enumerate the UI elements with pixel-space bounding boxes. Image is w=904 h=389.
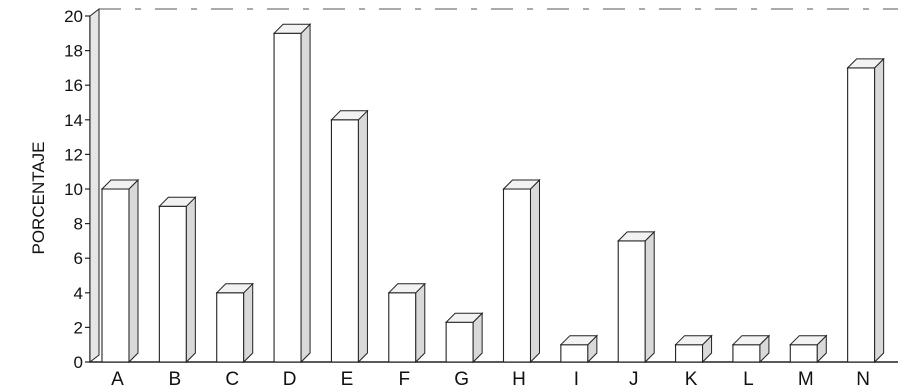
bar-G bbox=[446, 313, 482, 362]
bar-front bbox=[102, 189, 129, 362]
bar-side bbox=[301, 24, 310, 362]
bar-front bbox=[618, 241, 645, 362]
y-tick-label: 14 bbox=[64, 111, 83, 130]
bar-J bbox=[618, 232, 654, 362]
bar-L bbox=[733, 336, 769, 362]
bar-I bbox=[561, 336, 597, 362]
bar-C bbox=[217, 284, 253, 362]
x-tick-labels: A B C D E F G H I J K L M N bbox=[111, 369, 870, 389]
bar-front bbox=[159, 206, 186, 362]
y-tick-label: 12 bbox=[64, 145, 83, 164]
y-tick-label: 4 bbox=[74, 284, 83, 303]
y-tick-label: 20 bbox=[64, 7, 83, 26]
x-tick-label: L bbox=[743, 369, 754, 389]
bar-front bbox=[561, 345, 588, 362]
y-axis-label: PORCENTAJE bbox=[29, 141, 48, 254]
axes bbox=[90, 9, 898, 362]
x-tick-label: H bbox=[512, 369, 526, 389]
x-tick-label: G bbox=[454, 369, 469, 389]
bar-front bbox=[676, 345, 703, 362]
bar-side bbox=[531, 180, 540, 362]
bar-side bbox=[186, 197, 195, 362]
x-tick-label: K bbox=[685, 369, 698, 389]
y-tick-label: 18 bbox=[64, 42, 83, 61]
x-tick-label: B bbox=[169, 369, 182, 389]
bar-front bbox=[274, 33, 301, 362]
y-tick-label: 0 bbox=[74, 353, 83, 372]
bar-D bbox=[274, 24, 310, 362]
x-tick-label: M bbox=[798, 369, 814, 389]
bar-side bbox=[875, 59, 884, 362]
x-tick-label: I bbox=[574, 369, 579, 389]
bar-side bbox=[416, 284, 425, 362]
bar-front bbox=[504, 189, 531, 362]
y-tick-label: 8 bbox=[74, 215, 83, 234]
bar-K bbox=[676, 336, 712, 362]
bars bbox=[102, 24, 884, 362]
bar-B bbox=[159, 197, 195, 362]
x-tick-label: A bbox=[111, 369, 124, 389]
bar-M bbox=[790, 336, 826, 362]
back-wall bbox=[90, 9, 99, 362]
x-tick-label: N bbox=[856, 369, 870, 389]
y-ticks: 0 2 4 6 8 10 12 14 16 18 20 bbox=[64, 7, 90, 372]
bar-F bbox=[389, 284, 425, 362]
bar-side bbox=[129, 180, 138, 362]
bar-E bbox=[331, 111, 367, 362]
bar-front bbox=[217, 293, 244, 362]
bar-front bbox=[446, 322, 473, 362]
y-tick-label: 6 bbox=[74, 249, 83, 268]
y-tick-label: 2 bbox=[74, 318, 83, 337]
x-tick-label: D bbox=[283, 369, 297, 389]
bar-front bbox=[790, 345, 817, 362]
bar-front bbox=[733, 345, 760, 362]
bar-front bbox=[389, 293, 416, 362]
y-tick-label: 10 bbox=[64, 180, 83, 199]
x-tick-label: F bbox=[398, 369, 410, 389]
bar-front bbox=[331, 120, 358, 362]
bar-A bbox=[102, 180, 138, 362]
bar-front bbox=[848, 68, 875, 362]
x-tick-label: J bbox=[629, 369, 639, 389]
bar-side bbox=[645, 232, 654, 362]
bar-side bbox=[358, 111, 367, 362]
bar-N bbox=[848, 59, 884, 362]
x-tick-label: E bbox=[341, 369, 354, 389]
bar-H bbox=[504, 180, 540, 362]
x-tick-label: C bbox=[225, 369, 239, 389]
bar-side bbox=[244, 284, 253, 362]
y-tick-label: 16 bbox=[64, 76, 83, 95]
